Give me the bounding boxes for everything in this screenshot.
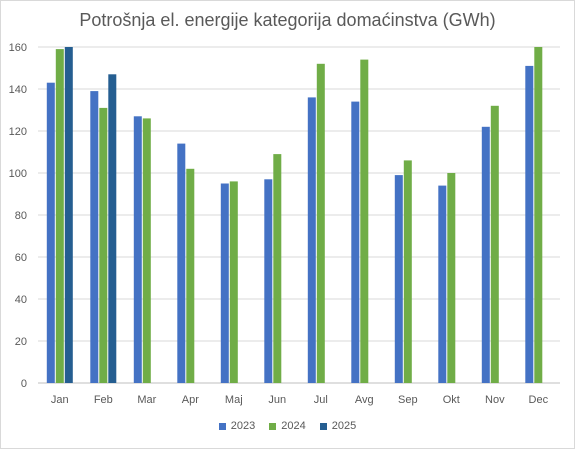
x-tick-label: Jul	[314, 394, 328, 406]
bar-2024-Dec	[534, 47, 543, 383]
x-tick-label: Okt	[443, 394, 460, 406]
y-tick-label: 40	[15, 294, 27, 306]
bars	[46, 47, 543, 384]
y-tick-label: 140	[9, 84, 27, 96]
x-tick-label: Mar	[137, 394, 156, 406]
y-tick-labels: 0 20 40 60 80 100 120 140 160	[9, 42, 27, 390]
bar-2023-Avg	[351, 101, 360, 383]
bar-2024-Jan	[55, 49, 64, 383]
x-tick-label: Nov	[485, 394, 505, 406]
x-tick-label: Dec	[529, 394, 549, 406]
legend-label: 2024	[281, 420, 306, 432]
bar-2024-Sep	[403, 160, 412, 383]
legend-swatch	[319, 422, 327, 430]
y-tick-label: 60	[15, 252, 27, 264]
legend: 2023 2024 2025	[0, 420, 575, 432]
legend-item: 2025	[319, 420, 357, 432]
legend-swatch	[269, 422, 277, 430]
x-tick-label: Maj	[225, 394, 243, 406]
x-tick-label: Jan	[51, 394, 69, 406]
bar-2023-Jun	[264, 179, 273, 383]
gridlines	[38, 46, 560, 384]
bar-2024-Nov	[490, 105, 499, 384]
x-tick-label: Feb	[94, 394, 113, 406]
bar-2024-Avg	[360, 59, 369, 383]
legend-label: 2025	[331, 420, 357, 432]
legend-item: 2023	[218, 420, 256, 432]
y-tick-label: 80	[15, 210, 27, 222]
bar-2024-Jul	[316, 63, 325, 384]
bar-2023-Maj	[220, 183, 229, 383]
bar-2023-Jan	[46, 82, 55, 383]
x-tick-label: Apr	[182, 394, 199, 406]
y-tick-label: 0	[21, 378, 27, 390]
bar-2024-Mar	[142, 118, 151, 384]
bar-2023-Sep	[394, 175, 403, 383]
y-tick-label: 100	[9, 168, 27, 180]
legend-item: 2024	[269, 420, 306, 432]
bar-2023-Mar	[133, 116, 142, 384]
bar-2023-Feb	[90, 91, 99, 383]
bar-2025-Jan	[64, 47, 73, 383]
bar-2023-Dec	[525, 65, 534, 384]
bar-2023-Okt	[438, 185, 447, 383]
bar-2023-Nov	[481, 126, 490, 384]
y-tick-label: 120	[9, 126, 27, 138]
bar-2023-Apr	[177, 143, 186, 383]
chart-title: Potrošnja el. energije kategorija domaći…	[79, 10, 496, 30]
x-tick-label: Sep	[398, 394, 418, 406]
y-tick-label: 20	[15, 336, 27, 348]
legend-label: 2023	[230, 420, 256, 432]
bar-2024-Maj	[229, 181, 238, 383]
y-tick-label: 160	[9, 42, 27, 54]
legend-swatch	[218, 422, 226, 430]
bar-2024-Okt	[447, 173, 456, 383]
bar-2023-Jul	[307, 97, 316, 384]
x-tick-label: Jun	[268, 394, 286, 406]
x-tick-labels: Jan Feb Mar Apr Maj Jun Jul Avg Sep Okt Nov Dec	[51, 394, 549, 406]
x-tick-label: Avg	[355, 394, 374, 406]
bar-2024-Jun	[273, 154, 282, 383]
bar-2025-Feb	[108, 74, 117, 384]
bar-2024-Feb	[99, 107, 108, 384]
bar-2024-Apr	[186, 168, 195, 383]
